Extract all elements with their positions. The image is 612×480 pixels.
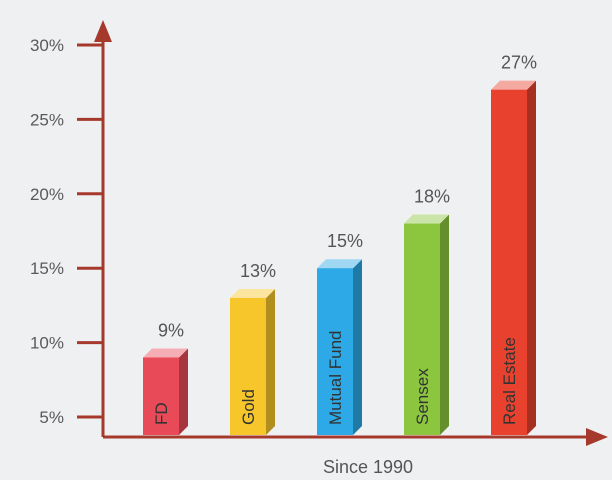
data-label: 9% <box>158 320 184 340</box>
y-tick-label: 10% <box>30 334 64 353</box>
bar-side <box>527 80 536 435</box>
bar-mutual-fund: Mutual Fund 15% <box>317 231 363 435</box>
bar-side <box>440 214 449 435</box>
bar-fd: FD 9% <box>143 320 188 435</box>
bar-category-label: Gold <box>239 389 258 425</box>
y-tick-label: 20% <box>30 185 64 204</box>
x-axis-label: Since 1990 <box>323 457 413 477</box>
y-tick-label: 30% <box>30 36 64 55</box>
bar-real-estate: Real Estate 27% <box>491 53 537 435</box>
bar-side <box>179 348 188 435</box>
bar-gold: Gold 13% <box>230 261 276 435</box>
data-label: 27% <box>501 53 537 73</box>
data-label: 13% <box>240 261 276 281</box>
bar <box>491 89 527 435</box>
bar-top <box>143 348 188 358</box>
bar-category-label: Sensex <box>413 368 432 425</box>
bar-category-label: Mutual Fund <box>326 331 345 426</box>
bar <box>317 268 353 435</box>
bar-side <box>266 288 275 435</box>
bar-top <box>491 80 536 90</box>
bar-top <box>317 259 362 269</box>
bar-category-label: FD <box>152 402 171 425</box>
data-label: 15% <box>327 231 363 251</box>
bar-top <box>404 214 449 224</box>
bar-top <box>230 288 275 298</box>
y-axis-arrow <box>94 20 112 42</box>
bar-category-label: Real Estate <box>500 337 519 425</box>
y-tick-label: 25% <box>30 110 64 129</box>
axes: 30% 25% 20% 15% 10% 5% <box>30 20 608 446</box>
bar-side <box>353 259 362 435</box>
y-tick-label: 5% <box>39 408 64 427</box>
bar-sensex: Sensex 18% <box>404 187 450 435</box>
data-label: 18% <box>414 187 450 207</box>
bar <box>230 297 266 435</box>
x-axis-arrow <box>586 428 608 446</box>
bar <box>143 357 179 435</box>
bar <box>404 223 440 435</box>
y-tick-label: 15% <box>30 259 64 278</box>
bars: FD 9% Gold 13% Mutual Fund 15% Sensex 18% Real E… <box>143 53 537 435</box>
